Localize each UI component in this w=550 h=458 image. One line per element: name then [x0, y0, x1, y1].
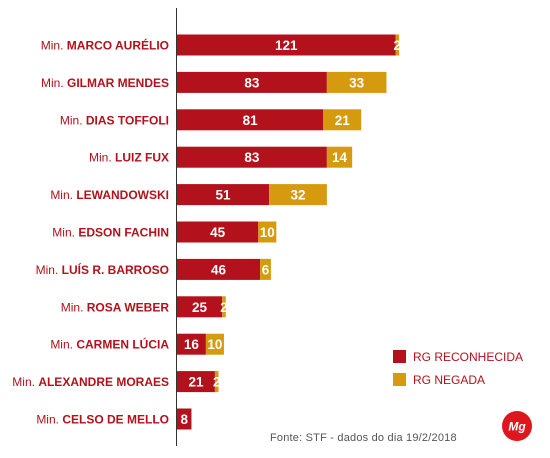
- legend: RG RECONHECIDA RG NEGADA: [393, 350, 523, 387]
- bar-negada: [214, 371, 219, 393]
- category-label-name: MARCO AURÉLIO: [67, 38, 169, 53]
- source-note: Fonte: STF - dados do dia 19/2/2018: [270, 432, 457, 444]
- bar-negada: [260, 258, 271, 280]
- bars: 121 2 83 33 81 21 83 14 51 32 45 10 46 6 25 2 16 10 21 2 8: [177, 34, 402, 430]
- category-label: Min. CARMEN LÚCIA: [50, 337, 169, 352]
- bar-reconhecida: [177, 184, 270, 206]
- bar-negada: [258, 221, 277, 243]
- logo-circle: [502, 411, 532, 441]
- bar-value-label: 2: [394, 38, 402, 53]
- category-label-prefix: Min.: [36, 413, 62, 427]
- category-label: Min. GILMAR MENDES: [41, 76, 169, 90]
- bar-value-label: 33: [349, 75, 365, 90]
- bar-value-label: 32: [290, 188, 305, 203]
- legend-label-reconhecida: RG RECONHECIDA: [413, 350, 523, 364]
- bar-negada: [222, 296, 226, 318]
- bar-negada: [395, 34, 400, 56]
- bar-negada: [269, 184, 327, 206]
- category-label-prefix: Min.: [50, 188, 76, 202]
- bar-value-label: 51: [216, 188, 232, 203]
- category-label: Min. DIAS TOFFOLI: [60, 113, 169, 127]
- category-label-name: LEWANDOWSKI: [76, 188, 169, 202]
- bar-value-label: 2: [213, 375, 221, 390]
- category-label-name: EDSON FACHIN: [78, 226, 169, 240]
- category-label-prefix: Min.: [36, 263, 62, 277]
- category-label-name: CARMEN LÚCIA: [76, 337, 169, 352]
- category-label-name: ALEXANDRE MORAES: [38, 375, 169, 389]
- bar-reconhecida: [177, 258, 261, 280]
- bar-value-label: 21: [188, 375, 204, 390]
- bar-reconhecida: [177, 34, 396, 56]
- bar-value-label: 10: [260, 225, 275, 240]
- category-label: Min. LUIZ FUX: [89, 151, 169, 165]
- logo-text: Mg: [508, 420, 526, 434]
- bar-value-label: 83: [244, 150, 260, 165]
- category-label: Min. LUÍS R. BARROSO: [36, 262, 169, 277]
- category-label-prefix: Min.: [12, 375, 38, 389]
- bar-value-label: 25: [192, 300, 208, 315]
- category-label: Min. ALEXANDRE MORAES: [12, 375, 169, 389]
- bar-value-label: 6: [262, 262, 270, 277]
- category-label-prefix: Min.: [89, 151, 115, 165]
- bar-value-label: 46: [211, 262, 227, 277]
- category-label-name: ROSA WEBER: [87, 300, 170, 314]
- bar-value-label: 45: [210, 225, 226, 240]
- bar-value-label: 14: [332, 150, 348, 165]
- bar-reconhecida: [177, 109, 324, 131]
- category-label-name: LUIZ FUX: [115, 151, 169, 165]
- bar-negada: [323, 109, 362, 131]
- bar-negada: [326, 71, 387, 93]
- bar-reconhecida: [177, 371, 215, 393]
- category-label-prefix: Min.: [41, 76, 67, 90]
- bar-value-label: 10: [207, 337, 222, 352]
- category-label: Min. MARCO AURÉLIO: [41, 38, 169, 53]
- bar-reconhecida: [177, 333, 206, 355]
- category-label: Min. LEWANDOWSKI: [50, 188, 169, 202]
- bar-value-label: 16: [184, 337, 200, 352]
- bar-negada: [205, 333, 224, 355]
- category-label-name: GILMAR MENDES: [67, 76, 169, 90]
- bar-reconhecida: [177, 221, 259, 243]
- bar-reconhecida: [177, 146, 327, 168]
- category-label-name: CELSO DE MELLO: [62, 413, 169, 427]
- legend-swatch-reconhecida: [393, 350, 406, 363]
- category-label-name: LUÍS R. BARROSO: [62, 262, 169, 277]
- category-label-prefix: Min.: [61, 300, 87, 314]
- bar-value-label: 21: [335, 113, 351, 128]
- bar-value-label: 81: [243, 113, 259, 128]
- bar-value-label: 121: [275, 38, 298, 53]
- category-label: Min. CELSO DE MELLO: [36, 413, 169, 427]
- category-label-prefix: Min.: [60, 113, 86, 127]
- bar-reconhecida: [177, 71, 327, 93]
- legend-label-negada: RG NEGADA: [413, 373, 485, 387]
- mg-logo: Mg: [502, 411, 532, 441]
- bar-value-label: 2: [220, 300, 228, 315]
- bar-reconhecida: [177, 296, 223, 318]
- category-label-name: DIAS TOFFOLI: [86, 113, 169, 127]
- category-label: Min. ROSA WEBER: [61, 300, 170, 314]
- bar-reconhecida: [177, 408, 192, 430]
- bar-value-label: 83: [244, 75, 260, 90]
- bar-negada: [326, 146, 353, 168]
- category-label-prefix: Min.: [50, 338, 76, 352]
- legend-swatch-negada: [393, 373, 406, 386]
- bar-value-label: 8: [180, 412, 188, 427]
- category-label-prefix: Min.: [52, 226, 78, 240]
- category-label: Min. EDSON FACHIN: [52, 226, 169, 240]
- category-label-prefix: Min.: [41, 39, 67, 53]
